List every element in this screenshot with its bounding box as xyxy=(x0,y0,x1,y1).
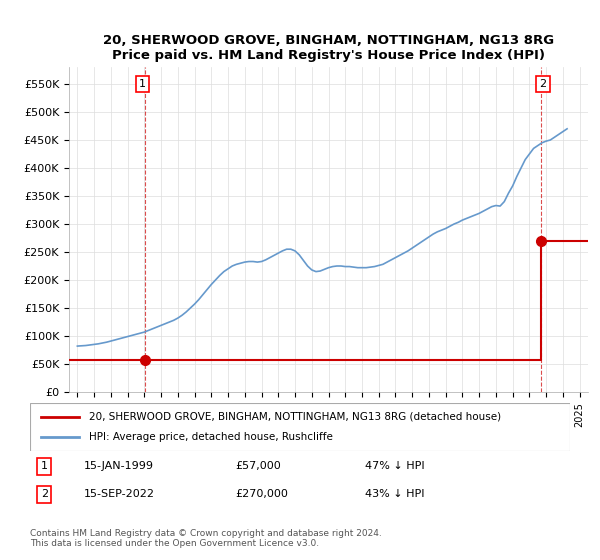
Text: 15-SEP-2022: 15-SEP-2022 xyxy=(84,489,155,499)
Text: Contains HM Land Registry data © Crown copyright and database right 2024.
This d: Contains HM Land Registry data © Crown c… xyxy=(30,529,382,548)
Text: 2: 2 xyxy=(41,489,48,499)
FancyBboxPatch shape xyxy=(30,403,570,451)
Text: HPI: Average price, detached house, Rushcliffe: HPI: Average price, detached house, Rush… xyxy=(89,432,333,442)
Title: 20, SHERWOOD GROVE, BINGHAM, NOTTINGHAM, NG13 8RG
Price paid vs. HM Land Registr: 20, SHERWOOD GROVE, BINGHAM, NOTTINGHAM,… xyxy=(103,34,554,62)
Text: £57,000: £57,000 xyxy=(235,461,281,471)
Text: 15-JAN-1999: 15-JAN-1999 xyxy=(84,461,154,471)
Text: 1: 1 xyxy=(139,79,146,89)
Text: 1: 1 xyxy=(41,461,48,471)
Text: £270,000: £270,000 xyxy=(235,489,288,499)
Text: 20, SHERWOOD GROVE, BINGHAM, NOTTINGHAM, NG13 8RG (detached house): 20, SHERWOOD GROVE, BINGHAM, NOTTINGHAM,… xyxy=(89,412,502,422)
Text: 43% ↓ HPI: 43% ↓ HPI xyxy=(365,489,424,499)
Text: 47% ↓ HPI: 47% ↓ HPI xyxy=(365,461,424,471)
Text: 2: 2 xyxy=(539,79,547,89)
